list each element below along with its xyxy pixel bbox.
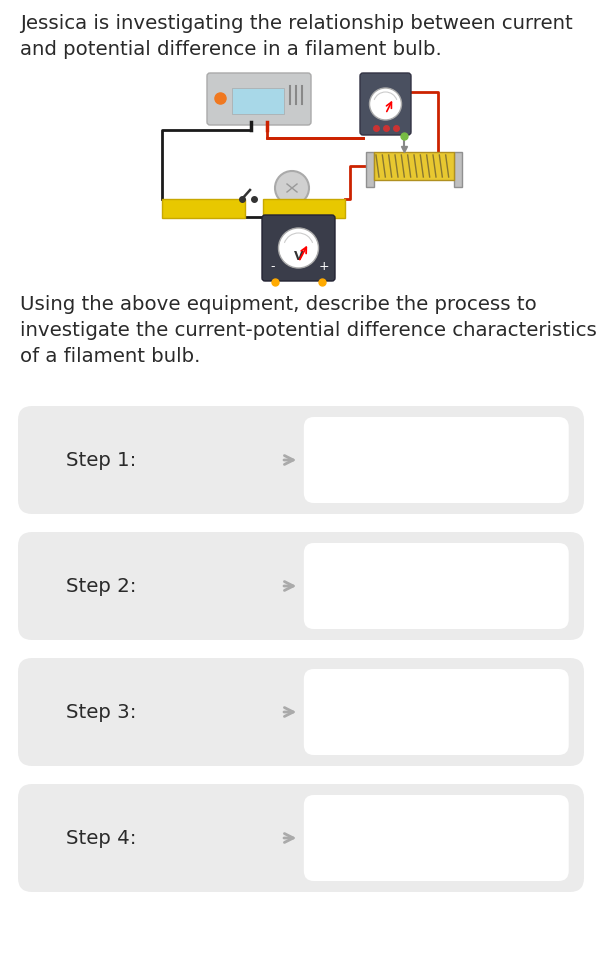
Text: and potential difference in a filament bulb.: and potential difference in a filament b… [20, 40, 442, 59]
FancyBboxPatch shape [18, 532, 584, 640]
FancyBboxPatch shape [304, 795, 569, 881]
Bar [263, 199, 345, 218]
Text: -: - [271, 260, 275, 273]
Text: Step 1:: Step 1: [66, 450, 136, 469]
Text: Step 4:: Step 4: [66, 828, 137, 848]
FancyBboxPatch shape [18, 406, 584, 514]
Bar [366, 152, 374, 187]
FancyBboxPatch shape [304, 417, 569, 503]
Bar [374, 152, 454, 180]
Text: Step 3:: Step 3: [66, 703, 137, 722]
Bar [162, 199, 245, 218]
Bar [232, 88, 284, 114]
Circle shape [370, 88, 402, 120]
FancyBboxPatch shape [360, 73, 411, 135]
Text: +: + [318, 260, 329, 273]
Text: Jessica is investigating the relationship between current: Jessica is investigating the relationshi… [20, 14, 573, 33]
Bar [454, 152, 462, 187]
Text: V: V [294, 250, 303, 262]
FancyBboxPatch shape [304, 669, 569, 755]
FancyBboxPatch shape [262, 215, 335, 281]
FancyBboxPatch shape [304, 543, 569, 629]
Circle shape [279, 228, 318, 268]
Circle shape [275, 171, 309, 205]
FancyBboxPatch shape [18, 658, 584, 766]
Text: investigate the current-potential difference characteristics: investigate the current-potential differ… [20, 321, 597, 340]
Text: Step 2:: Step 2: [66, 577, 137, 595]
Text: Using the above equipment, describe the process to: Using the above equipment, describe the … [20, 295, 537, 314]
FancyBboxPatch shape [18, 784, 584, 892]
Text: of a filament bulb.: of a filament bulb. [20, 347, 200, 366]
FancyBboxPatch shape [207, 73, 311, 125]
